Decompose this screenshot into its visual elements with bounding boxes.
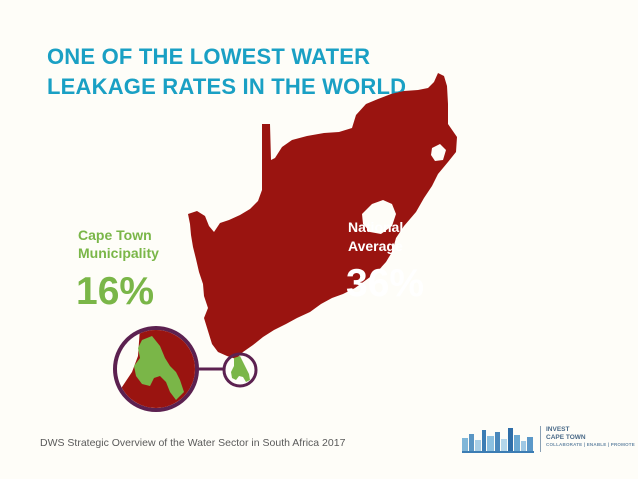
logo-line2: CAPE TOWN (546, 433, 586, 441)
national-value: 36% (346, 262, 425, 305)
eswatini-cutout (431, 144, 446, 161)
cape-town-municipality-small (231, 356, 250, 382)
zoom-circle-small (222, 352, 258, 388)
logo-tagline: COLLABORATE | ENABLE | PROMOTE (546, 442, 635, 447)
south-africa-shape (188, 73, 457, 359)
cape-town-label-line1: Cape Town (78, 227, 152, 243)
invest-cape-town-skyline-logo (462, 428, 534, 453)
national-label-line2: Average (348, 238, 403, 254)
invest-cape-town-logo-text: INVEST CAPE TOWN COLLABORATE | ENABLE | … (546, 426, 635, 449)
national-label-line1: National (348, 219, 404, 235)
cape-town-label: Cape Town Municipality (78, 226, 159, 262)
cape-town-label-line2: Municipality (78, 245, 159, 261)
cape-town-municipality-large (134, 336, 184, 400)
cape-town-value: 16% (76, 270, 155, 313)
page-title: ONE OF THE LOWEST WATER LEAKAGE RATES IN… (47, 44, 407, 99)
national-label: National Average (348, 218, 403, 256)
logo-separator (540, 426, 541, 452)
lesotho-cutout (362, 200, 396, 234)
logo-line1: INVEST (546, 426, 570, 433)
source-citation: DWS Strategic Overview of the Water Sect… (40, 437, 346, 449)
